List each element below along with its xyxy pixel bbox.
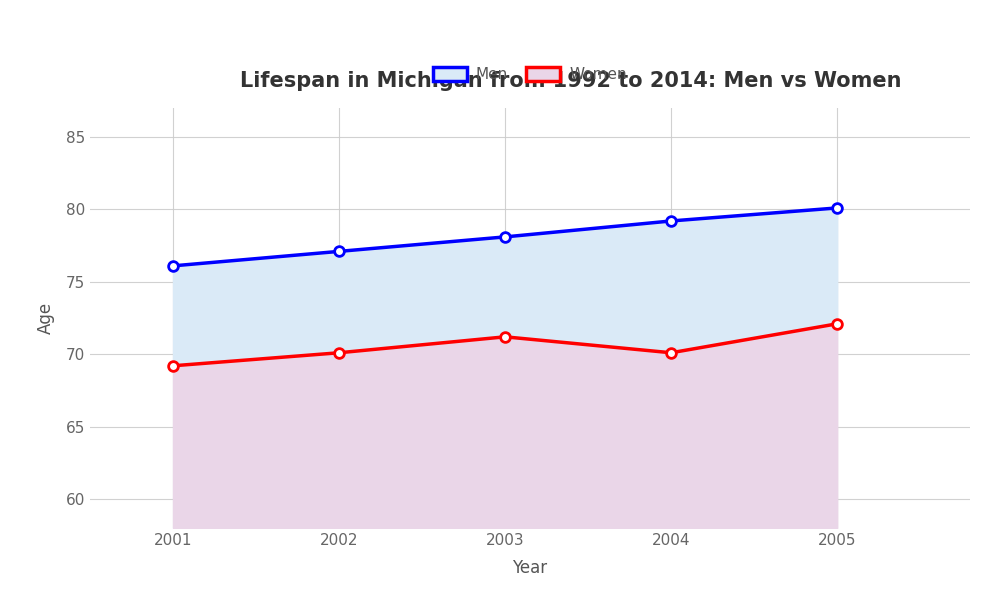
Text: Lifespan in Michigan from 1992 to 2014: Men vs Women: Lifespan in Michigan from 1992 to 2014: … [240, 71, 901, 91]
Legend: Men, Women: Men, Women [427, 61, 633, 88]
Y-axis label: Age: Age [37, 302, 55, 334]
X-axis label: Year: Year [512, 559, 548, 577]
